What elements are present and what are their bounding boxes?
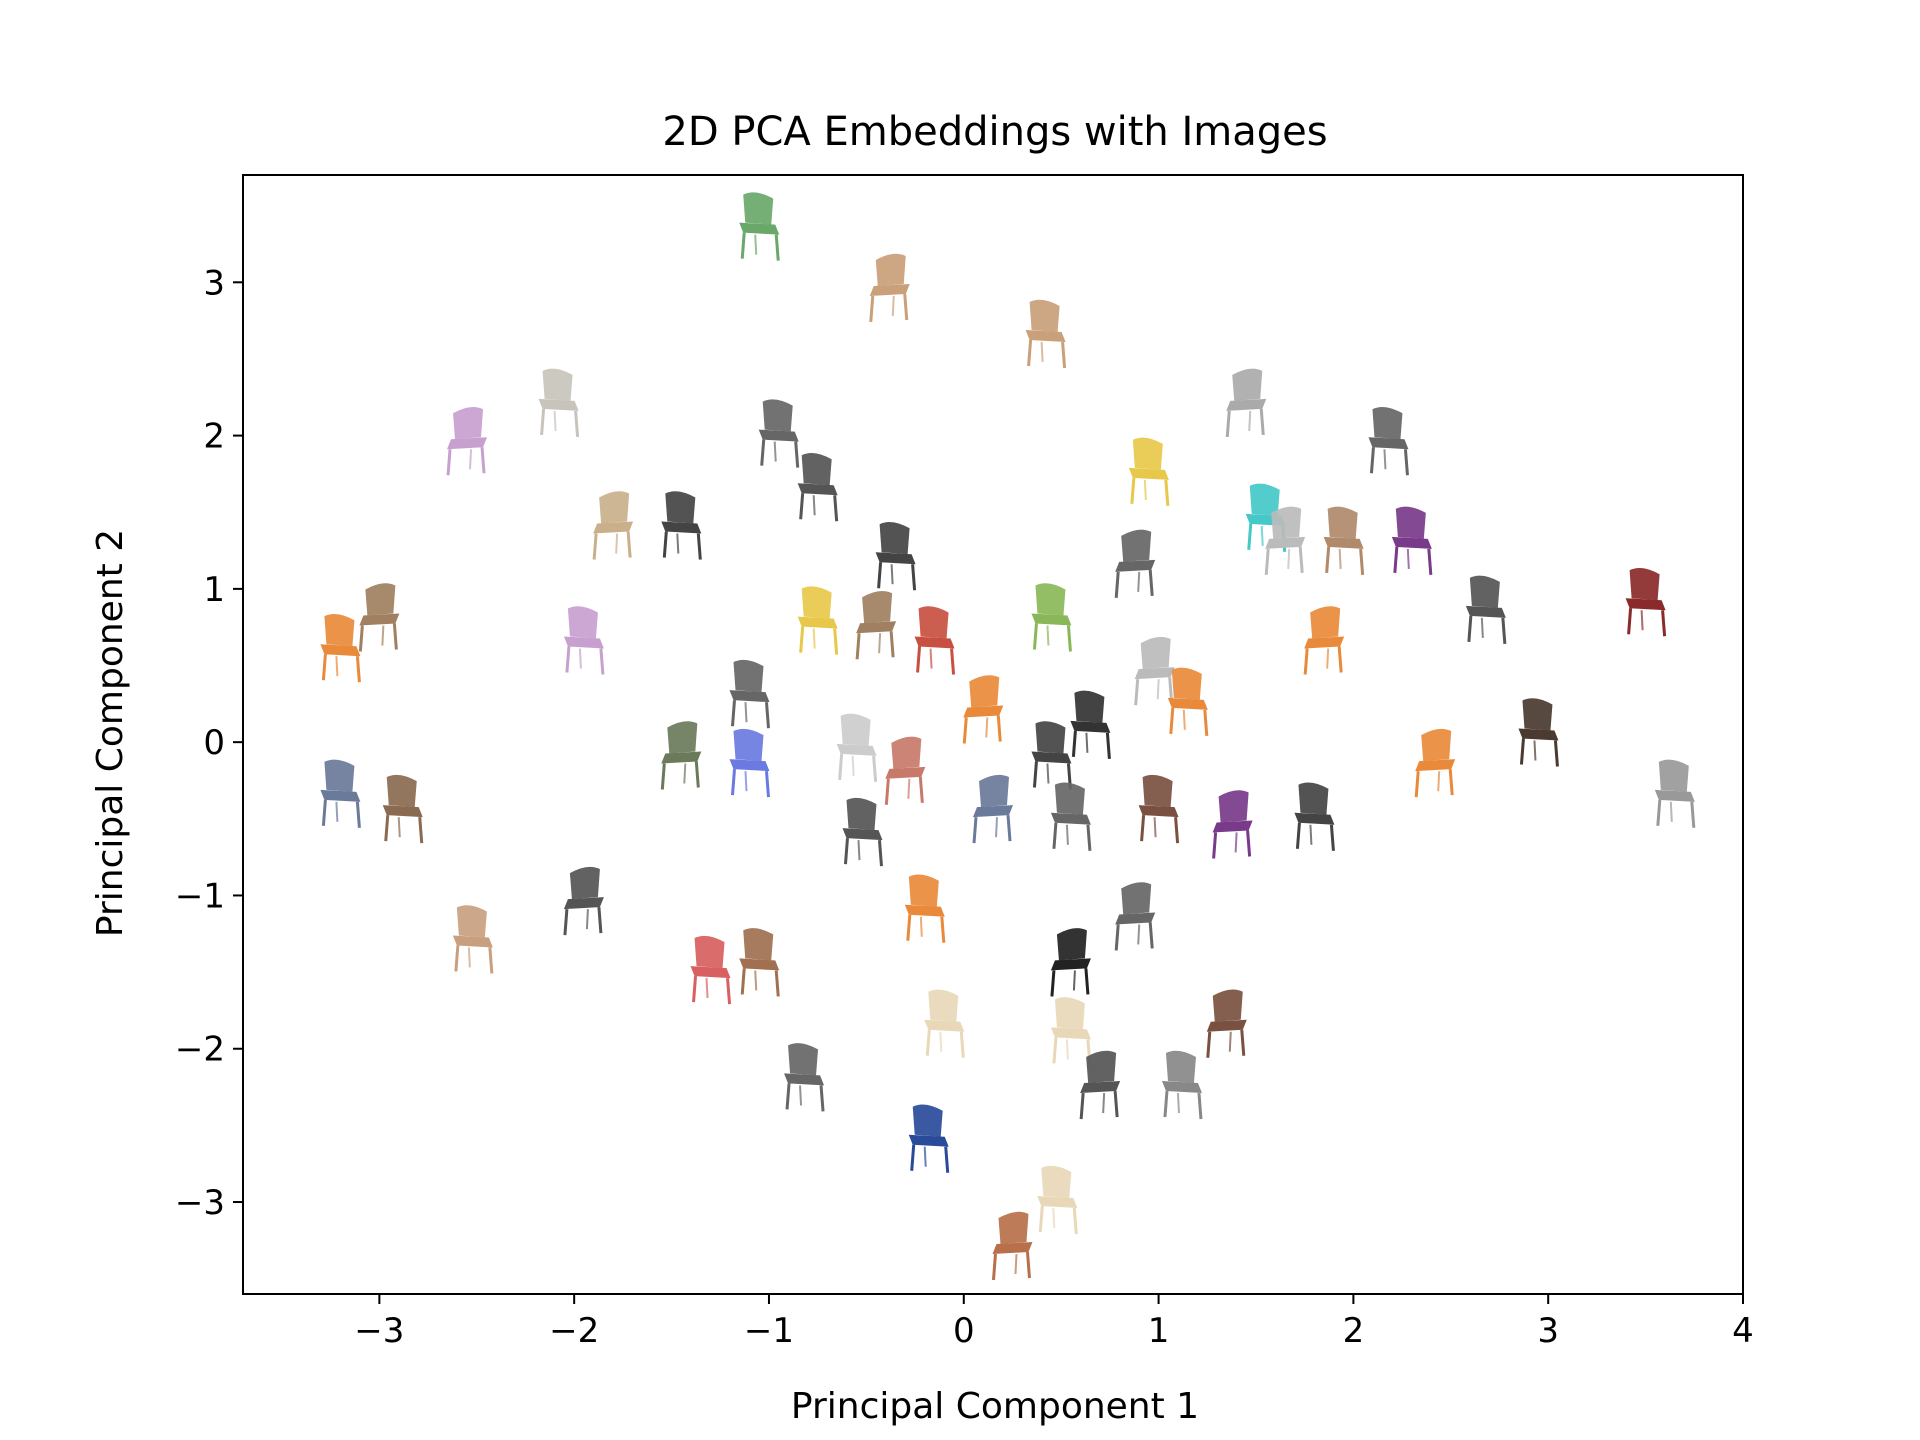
chair-point (661, 491, 702, 560)
x-tick-label: 2 (1343, 1311, 1365, 1351)
chair-point (908, 1104, 950, 1173)
chair-point (1031, 583, 1072, 652)
chart-title: 2D PCA Embeddings with Images (662, 109, 1327, 155)
chair-point (382, 774, 424, 844)
chair-point (991, 1211, 1033, 1281)
y-tick-label: −2 (175, 1030, 225, 1070)
x-tick-label: 3 (1537, 1311, 1559, 1351)
chair-point (320, 759, 361, 828)
y-axis-ticks: −3 −2 −1 0 1 2 3 (175, 263, 243, 1223)
chair-point (924, 989, 965, 1058)
chair-point (884, 736, 926, 805)
chair-point (855, 590, 897, 660)
chair-point (1037, 1165, 1078, 1235)
chair-point (660, 721, 702, 790)
x-tick-label: 1 (1148, 1311, 1170, 1351)
chair-point (592, 491, 634, 560)
chart-marks (320, 192, 1696, 1281)
chair-point (1212, 790, 1253, 859)
chair-point (563, 606, 605, 675)
x-tick-label: −1 (744, 1311, 794, 1351)
chair-point (962, 675, 1004, 744)
chair-point (1079, 1050, 1121, 1120)
chair-point (1134, 636, 1175, 706)
chair-point (1114, 882, 1156, 951)
chair-point (358, 583, 400, 652)
chair-point (739, 192, 780, 261)
chair-point (1050, 782, 1092, 851)
chair-point (842, 797, 883, 867)
chair-point (875, 521, 917, 591)
x-axis-label: Principal Component 1 (791, 1386, 1199, 1427)
chair-point (1303, 606, 1345, 675)
y-tick-label: −1 (175, 876, 225, 916)
chair-point (1625, 567, 1667, 637)
chair-point (320, 613, 361, 683)
chair-point (1294, 782, 1335, 851)
chair-point (1114, 529, 1156, 598)
plot-area-frame (242, 174, 1744, 1295)
chair-point (797, 452, 839, 522)
y-tick-label: 0 (203, 723, 225, 763)
chair-point (914, 606, 956, 675)
chair-point (1206, 989, 1247, 1058)
chair-point (690, 935, 732, 1005)
chair-point (729, 659, 770, 729)
chair-point (538, 368, 580, 438)
chair-point (1323, 506, 1365, 576)
chair-point (1414, 728, 1456, 798)
chair-point (452, 905, 494, 974)
y-tick-label: 3 (203, 263, 225, 303)
chair-point (1138, 774, 1180, 844)
y-tick-label: 2 (203, 417, 225, 457)
chair-point (1128, 437, 1170, 507)
chair-point (836, 713, 878, 782)
chair-point (1070, 690, 1111, 759)
chair-point (1167, 667, 1209, 736)
chair-point (784, 1043, 825, 1112)
chair-point (758, 399, 800, 468)
chair-point (1654, 759, 1696, 828)
x-tick-label: 4 (1732, 1311, 1754, 1351)
chair-point (1025, 299, 1067, 369)
chair-point (797, 586, 839, 655)
chair-point (446, 407, 488, 476)
chair-point (1050, 997, 1092, 1066)
chair-point (729, 728, 770, 798)
chair-point (1161, 1050, 1203, 1120)
chair-point (1264, 506, 1306, 576)
x-tick-label: −2 (549, 1311, 599, 1351)
chair-point (904, 874, 946, 943)
x-axis-ticks: −3 −2 −1 0 1 2 3 4 (354, 1294, 1754, 1351)
chair-point (1050, 928, 1091, 997)
chair-point (1368, 407, 1409, 476)
chair-point (1391, 506, 1433, 576)
chair-point (739, 928, 780, 997)
y-tick-label: 1 (203, 570, 225, 610)
chair-point (563, 866, 604, 936)
y-axis-label: Principal Component 2 (90, 529, 131, 937)
chair-point (1465, 575, 1507, 644)
chair-point (1518, 698, 1559, 767)
chair-point (1225, 368, 1267, 438)
x-tick-label: 0 (953, 1311, 975, 1351)
chair-point (869, 253, 910, 323)
chair-point (1031, 721, 1072, 790)
x-tick-label: −3 (354, 1311, 404, 1351)
chair-point (972, 774, 1013, 844)
y-tick-label: −3 (175, 1183, 225, 1223)
